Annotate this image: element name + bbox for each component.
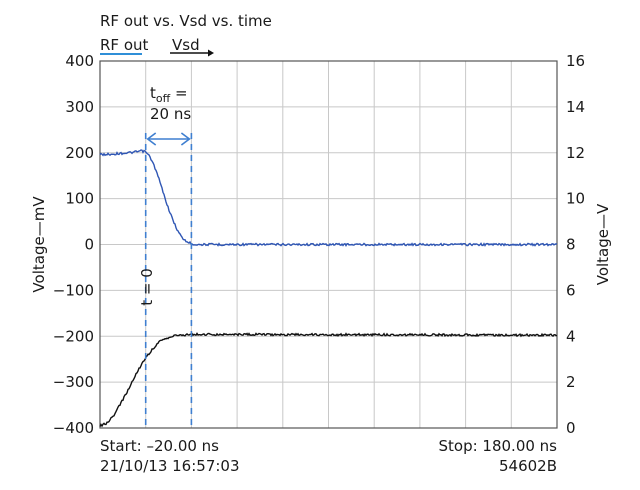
left-tick-label: −300 (53, 373, 94, 391)
toff-label: toff = (150, 84, 188, 105)
left-axis-label: Voltage—mV (30, 196, 48, 293)
legend-rf-out-swatch (100, 53, 142, 55)
stop-time: Stop: 180.00 ns (438, 437, 558, 455)
toff-arrow-head-right (180, 132, 191, 146)
legend-vsd: Vsd (172, 36, 200, 54)
timestamp: 21/10/13 16:57:03 (100, 457, 240, 475)
left-tick-label: −200 (53, 327, 94, 345)
plot-frame (99, 60, 558, 429)
right-tick-label: 8 (566, 236, 576, 254)
left-tick-label: 400 (65, 52, 94, 70)
toff-value-label: 20 ns (150, 105, 191, 123)
right-tick-label: 0 (566, 419, 576, 437)
right-tick-label: 12 (566, 144, 585, 162)
left-tick-label: 200 (65, 144, 94, 162)
series-rf-out-line (99, 149, 558, 247)
legend-rf-out: RF out (100, 36, 149, 54)
right-tick-label: 2 (566, 373, 576, 391)
left-tick-label: 0 (84, 236, 94, 254)
left-tick-label: −100 (53, 281, 94, 299)
series-vsd-line (99, 332, 558, 428)
right-tick-label: 4 (566, 327, 576, 345)
right-tick-label: 16 (566, 52, 585, 70)
t-zero-label: t = 0 (138, 268, 156, 306)
right-tick-label: 6 (566, 281, 576, 299)
start-time: Start: –20.00 ns (100, 437, 219, 455)
legend-vsd-arrow (170, 49, 214, 57)
right-tick-label: 14 (566, 98, 585, 116)
left-tick-label: 300 (65, 98, 94, 116)
instrument-id: 54602B (498, 457, 557, 475)
right-tick-label: 10 (566, 190, 585, 208)
toff-arrow-head-left (146, 132, 157, 146)
right-axis-label: Voltage—V (594, 203, 612, 285)
left-tick-label: 100 (65, 190, 94, 208)
left-tick-label: −400 (53, 419, 94, 437)
chart-title: RF out vs. Vsd vs. time (100, 12, 272, 30)
